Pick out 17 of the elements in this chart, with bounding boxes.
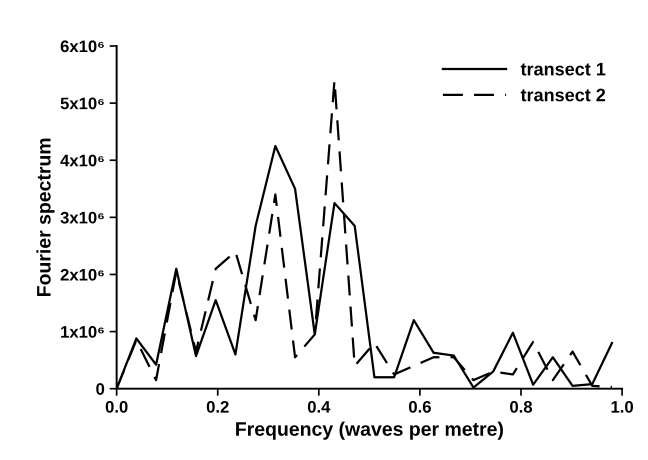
- x-tick-label: 0.8: [510, 400, 532, 413]
- x-tick-label: 1.0: [612, 400, 633, 413]
- x-axis-title: Frequency (waves per metre): [236, 422, 503, 440]
- y-tick-label: 0: [96, 383, 104, 395]
- y-tick-label: 5x10⁶: [60, 98, 104, 110]
- legend-label: transect 1: [520, 62, 606, 76]
- y-tick-label: 1x10⁶: [61, 326, 104, 338]
- x-tick-label: 0.2: [206, 400, 229, 413]
- y-tick-label: 3x10⁶: [60, 212, 104, 224]
- y-tick-label: 4x10⁶: [60, 154, 104, 166]
- y-axis-title: Fourier spectrum: [36, 138, 55, 296]
- x-tick-label: 0.0: [106, 400, 128, 413]
- y-tick-label: 6x10⁶: [60, 40, 104, 52]
- x-tick-label: 0.6: [408, 400, 431, 413]
- legend-label: transect 2: [520, 88, 606, 102]
- y-tick-label: 2x10⁶: [60, 268, 104, 281]
- x-tick-label: 0.4: [308, 400, 330, 413]
